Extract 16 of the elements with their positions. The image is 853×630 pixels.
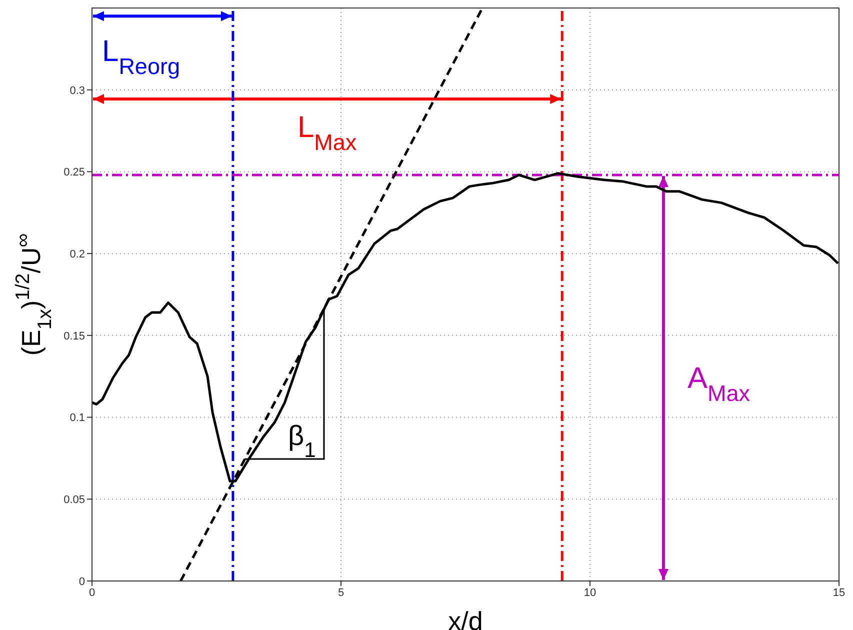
annotation: β$_{1}$: [288, 420, 316, 462]
x-tick-label: 10: [584, 586, 596, 599]
annotation: L$_{Reorg}$: [102, 35, 180, 79]
y-tick-label: 0.2: [70, 248, 85, 260]
annotation: L$_{Max}$: [297, 111, 358, 154]
x-tick-label: 5: [338, 586, 344, 599]
y-tick-label: 0.25: [64, 166, 85, 179]
y-tick-label: 0.15: [64, 330, 85, 342]
x-tick-label: 0: [88, 586, 96, 599]
x-axis-title: x/d: [448, 606, 483, 630]
y-tick-label: 0.1: [70, 412, 85, 424]
annotation: A$_{Max}$: [687, 362, 751, 406]
y-tick-label: 0.05: [64, 494, 85, 506]
y-tick-label: 0.3: [70, 84, 85, 97]
y-tick-label: 0: [78, 576, 85, 588]
x-tick-label: 15: [832, 586, 846, 599]
